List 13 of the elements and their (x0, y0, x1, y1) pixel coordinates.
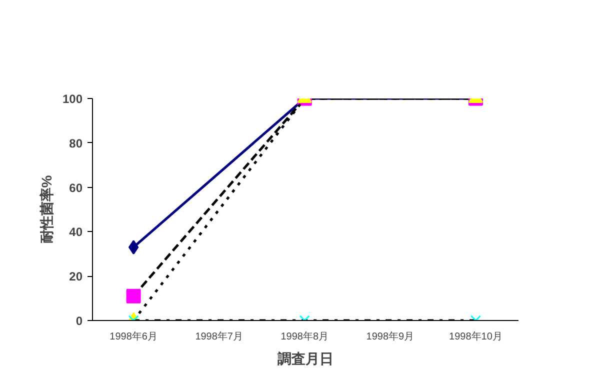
x-tick-label: 1998年10月 (449, 330, 502, 342)
y-tick-label: 40 (69, 225, 83, 240)
y-tick-label: 80 (69, 136, 83, 150)
y-tick-label: 100 (62, 92, 83, 106)
y-tick-label: 20 (69, 270, 83, 284)
y-axis-title: 耐性菌率% (38, 174, 54, 244)
x-tick-label: 1998年7月 (195, 330, 244, 342)
y-tick-label: 0 (76, 314, 83, 328)
x-tick-label: 1998年8月 (280, 330, 329, 342)
x-axis-title: 調査月日 (278, 350, 334, 366)
x-tick-label: 1998年6月 (110, 330, 158, 342)
y-tick-label: 60 (69, 180, 83, 195)
x-tick-label: 1998年9月 (366, 330, 414, 342)
